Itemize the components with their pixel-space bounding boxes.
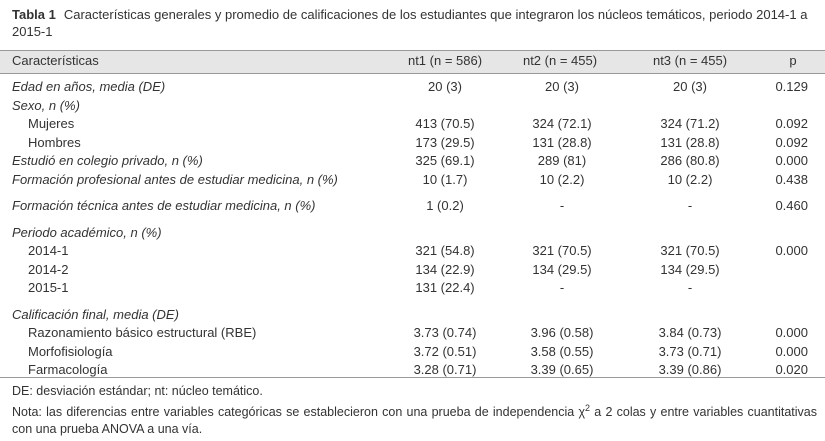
row-label: 2015-1 [28,280,69,295]
column-header: p [789,53,797,68]
row-label: Farmacología [28,362,108,377]
cell: 3.39 (0.86) [658,362,722,377]
column-header: nt2 (n = 455) [522,53,598,68]
cell: 20 (3) [673,79,707,94]
section-label: Edad en años, media (DE) [12,79,166,94]
cell: 3.39 (0.65) [530,362,594,377]
cell: 20 (3) [428,79,462,94]
cell: 3.96 (0.58) [530,325,594,340]
footnotes: DE: desviación estándar; nt: núcleo temá… [12,383,817,438]
cell: 134 (29.5) [660,261,720,277]
cell: 134 (22.9) [415,261,475,277]
row-label: 2014-2 [28,261,69,277]
row-label: Hombres [28,134,81,150]
superscript: 2 [585,403,591,413]
cell: 0.020 [775,362,808,377]
section-label: Calificación final, media (DE) [12,306,179,322]
cell: 0.000 [775,325,808,340]
cell: 321 (70.5) [532,243,592,258]
cell: 0.000 [775,343,808,359]
row-label: Morfofisiología [28,343,113,359]
cell: 20 (3) [545,79,579,94]
caption-text: Características generales y promedio de … [12,7,808,39]
row-label: Razonamiento básico estructural (RBE) [28,325,257,340]
cell: 10 (2.2) [539,171,585,187]
column-header: nt1 (n = 586) [407,53,483,68]
cell: 0.000 [775,243,808,258]
note-text: Nota: las diferencias entre variables ca… [12,405,575,420]
cell: 131 (28.8) [660,134,720,150]
row-label: Mujeres [28,116,75,131]
section-label: Formación profesional antes de estudiar … [12,171,338,187]
cell: 3.58 (0.55) [530,343,594,359]
column-header: Características [12,53,99,68]
caption: Tabla 1 Características generales y prome… [12,6,817,40]
cell: 321 (70.5) [660,243,720,258]
symbol: χ [578,405,586,420]
rule [0,377,825,378]
cell: 10 (2.2) [667,171,713,187]
cell: 3.73 (0.71) [658,343,722,359]
section-label: Formación técnica antes de estudiar medi… [12,198,316,213]
note-text: a 2 colas y entre variables cuantitativa… [12,405,817,437]
cell: 0.460 [775,198,808,213]
section-label: Estudió en colegio privado, n (%) [12,153,203,168]
cell: - [687,280,693,295]
cell: 289 (81) [537,153,587,168]
cell: 286 (80.8) [660,153,720,168]
column-header: nt3 (n = 455) [652,53,728,68]
cell: 321 (54.8) [415,243,475,258]
section-label: Sexo, n (%) [12,97,80,113]
cell: 173 (29.5) [415,134,475,150]
cell: 0.092 [775,116,808,131]
caption-label: Tabla 1 [12,7,56,22]
cell: 3.84 (0.73) [658,325,722,340]
cell: 3.72 (0.51) [413,343,477,359]
cell: 0.092 [775,134,808,150]
cell: 3.73 (0.74) [413,325,477,340]
row-label: 2014-1 [28,243,69,258]
cell: 413 (70.5) [415,116,475,131]
cell: 131 (28.8) [532,134,592,150]
cell: 324 (72.1) [532,116,592,131]
cell: 10 (1.7) [422,171,468,187]
cell: - [559,198,565,213]
section-label: Periodo académico, n (%) [12,224,162,240]
cell: 131 (22.4) [415,280,475,295]
cell: 3.28 (0.71) [413,362,477,377]
cell: - [559,280,565,295]
cell: 0.129 [775,79,808,94]
cell: 324 (71.2) [660,116,720,131]
header-row [0,50,825,74]
cell: 1 (0.2) [426,198,464,213]
cell: 0.000 [775,153,808,168]
note: Nota: las diferencias entre variables ca… [12,400,817,438]
cell: 134 (29.5) [532,261,592,277]
cell: 0.438 [775,171,808,187]
cell: 325 (69.1) [415,153,475,168]
cell: - [687,198,693,213]
abbreviations: DE: desviación estándar; nt: núcleo temá… [12,384,263,398]
